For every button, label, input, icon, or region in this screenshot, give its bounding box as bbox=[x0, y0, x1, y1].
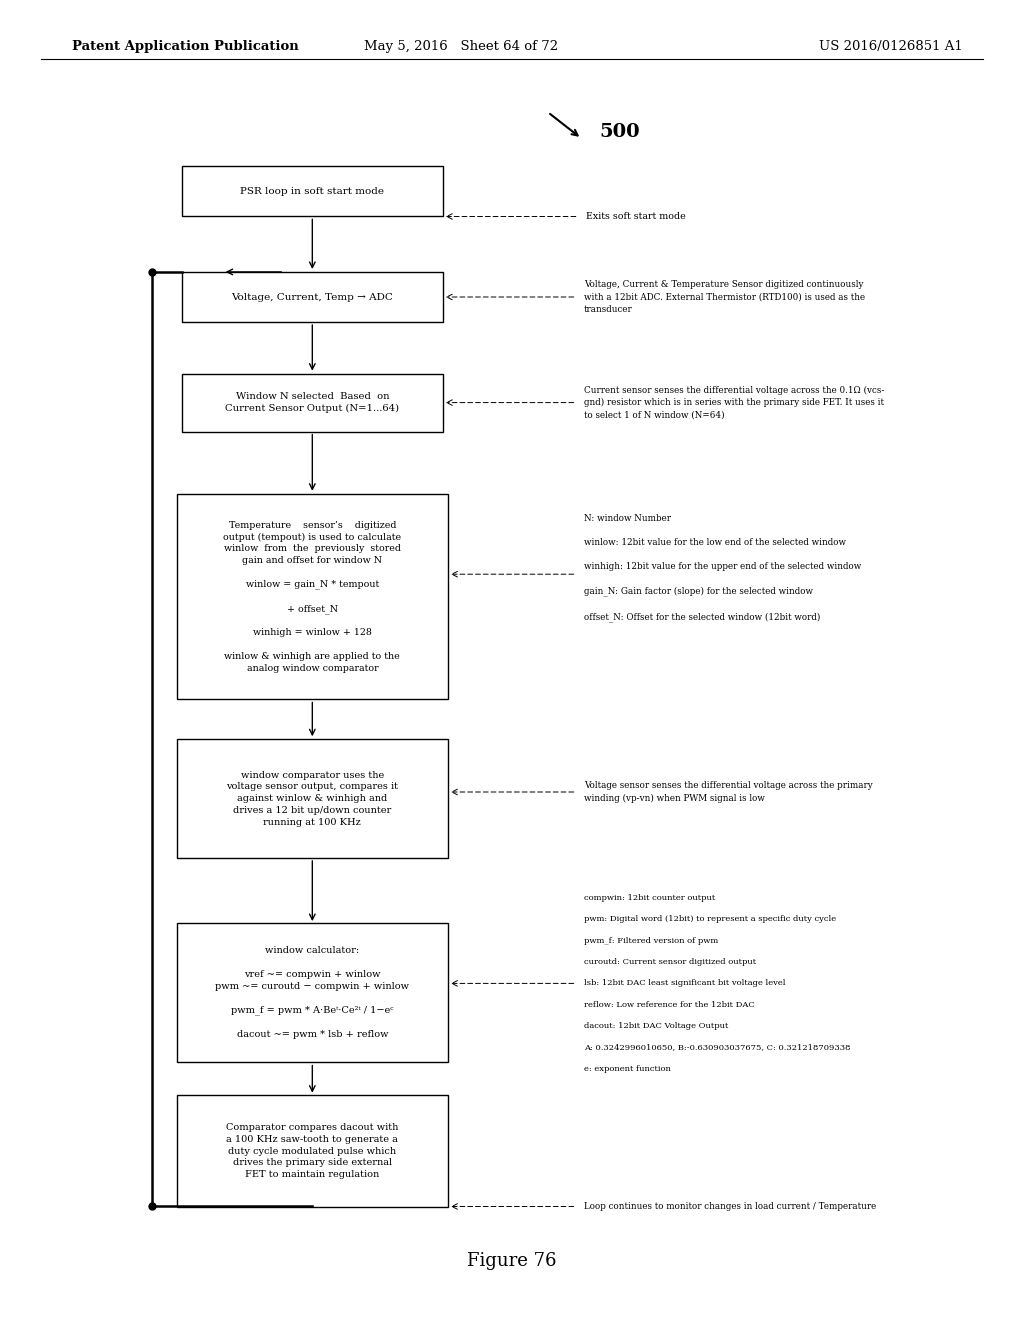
Text: Voltage, Current, Temp → ADC: Voltage, Current, Temp → ADC bbox=[231, 293, 393, 301]
Bar bbox=[176, 924, 449, 1061]
Text: Comparator compares dacout with
a 100 KHz saw-tooth to generate a
duty cycle mod: Comparator compares dacout with a 100 KH… bbox=[226, 1123, 398, 1179]
Text: N: window Number

winlow: 12bit value for the low end of the selected window

wi: N: window Number winlow: 12bit value for… bbox=[584, 513, 861, 622]
Text: window comparator uses the
voltage sensor output, compares it
against winlow & w: window comparator uses the voltage senso… bbox=[226, 771, 398, 826]
Bar bbox=[176, 494, 449, 700]
Text: Current sensor senses the differential voltage across the 0.1Ω (vcs-
gnd) resist: Current sensor senses the differential v… bbox=[584, 385, 884, 420]
Bar bbox=[182, 374, 442, 432]
Text: window calculator:

vref ~= compwin + winlow
pwm ~= curoutd − compwin + winlow

: window calculator: vref ~= compwin + win… bbox=[215, 946, 410, 1039]
Bar bbox=[176, 739, 449, 858]
Text: US 2016/0126851 A1: US 2016/0126851 A1 bbox=[819, 40, 963, 53]
Text: Voltage sensor senses the differential voltage across the primary
winding (vp-vn: Voltage sensor senses the differential v… bbox=[584, 781, 872, 803]
Bar bbox=[182, 166, 442, 216]
Text: PSR loop in soft start mode: PSR loop in soft start mode bbox=[241, 187, 384, 195]
Text: May 5, 2016   Sheet 64 of 72: May 5, 2016 Sheet 64 of 72 bbox=[364, 40, 558, 53]
Bar bbox=[182, 272, 442, 322]
Text: Voltage, Current & Temperature Sensor digitized continuously
with a 12bit ADC. E: Voltage, Current & Temperature Sensor di… bbox=[584, 280, 865, 314]
Text: Exits soft start mode: Exits soft start mode bbox=[586, 213, 685, 220]
Text: compwin: 12bit counter output

pwm: Digital word (12bit) to represent a specific: compwin: 12bit counter output pwm: Digit… bbox=[584, 894, 850, 1073]
Text: Temperature    sensor’s    digitized
output (tempout) is used to calculate
winlo: Temperature sensor’s digitized output (t… bbox=[223, 520, 401, 673]
Text: Window N selected  Based  on
Current Sensor Output (N=1...64): Window N selected Based on Current Senso… bbox=[225, 392, 399, 413]
Text: Patent Application Publication: Patent Application Publication bbox=[72, 40, 298, 53]
Bar bbox=[176, 1096, 449, 1206]
Text: 500: 500 bbox=[599, 123, 640, 141]
Text: Loop continues to monitor changes in load current / Temperature: Loop continues to monitor changes in loa… bbox=[584, 1203, 876, 1210]
Text: Figure 76: Figure 76 bbox=[467, 1251, 557, 1270]
